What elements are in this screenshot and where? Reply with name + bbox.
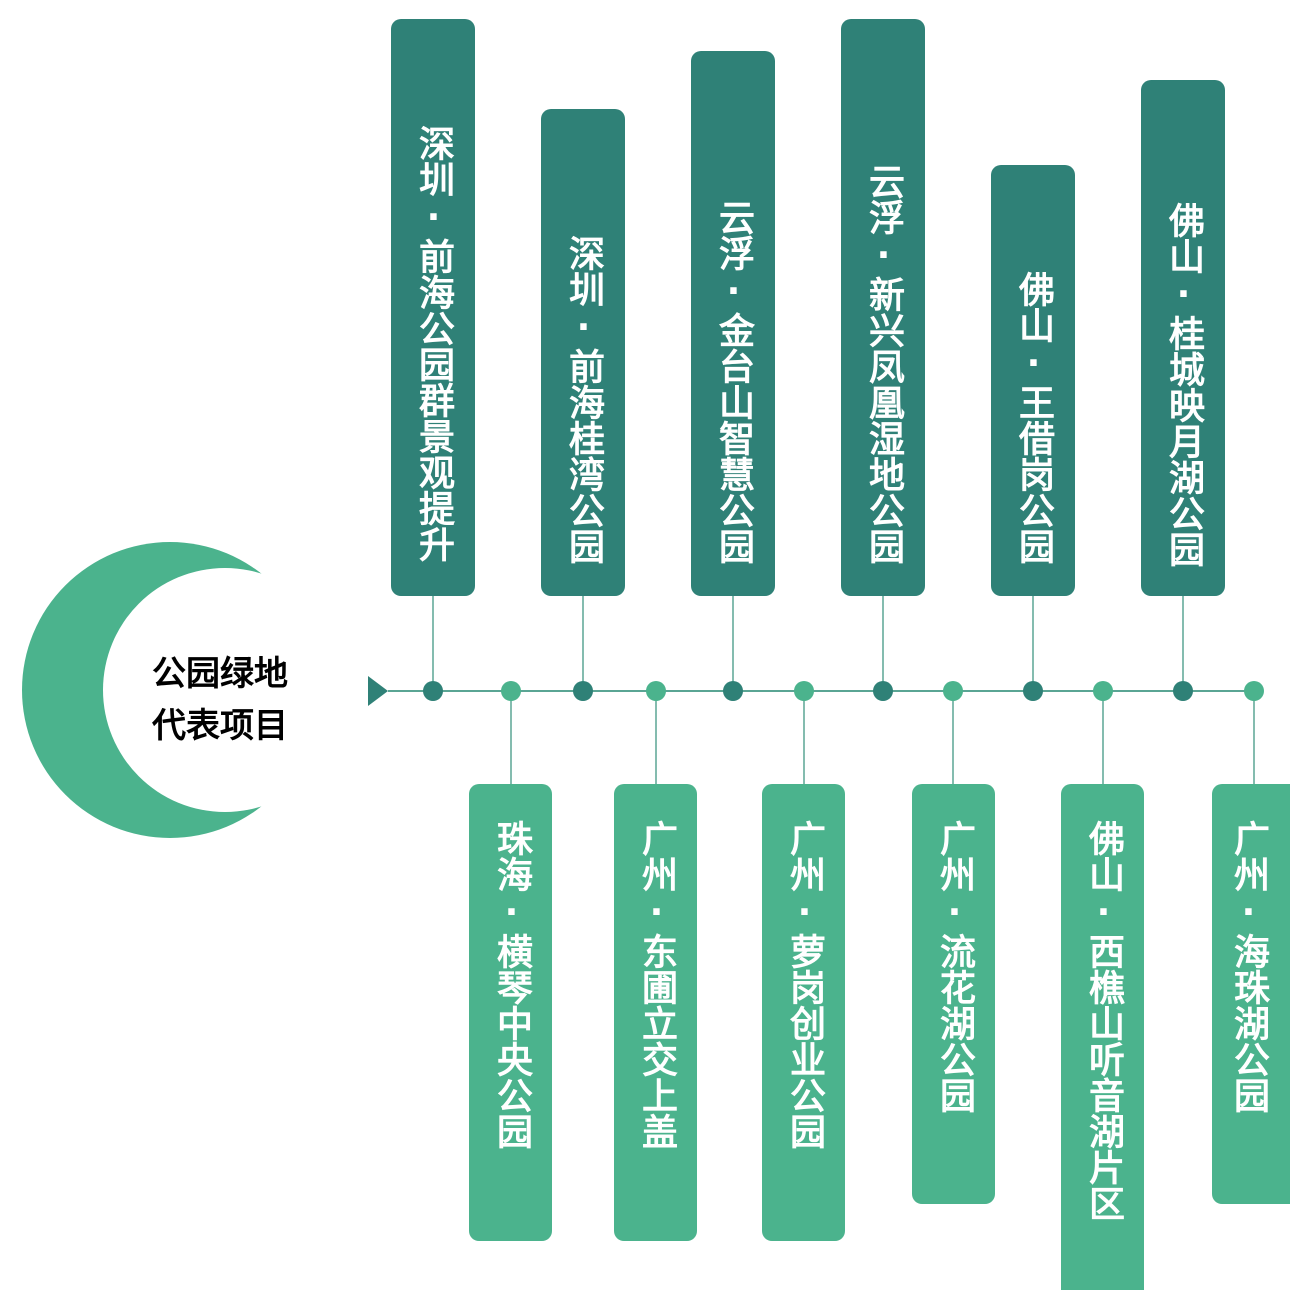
- center-title-line2: 代表项目: [152, 706, 288, 746]
- center-title: 公园绿地 代表项目: [120, 648, 320, 752]
- project-card-bottom-4: 广州·流花湖公园: [912, 784, 995, 1204]
- project-card-bottom-5: 佛山·西樵山听音湖片区: [1061, 784, 1144, 1290]
- project-label: 广州·流花湖公园: [934, 820, 975, 1113]
- dot-top-4: [873, 681, 893, 701]
- dot-bottom-4: [943, 681, 963, 701]
- project-label: 珠海·横琴中央公园: [491, 820, 532, 1149]
- project-label: 佛山·桂城映月湖公园: [1163, 202, 1204, 567]
- dot-bottom-2: [646, 681, 666, 701]
- dot-top-3: [723, 681, 743, 701]
- dot-bottom-3: [794, 681, 814, 701]
- dot-top-2: [573, 681, 593, 701]
- project-card-bottom-2: 广州·东圃立交上盖: [614, 784, 697, 1241]
- project-card-bottom-3: 广州·萝岗创业公园: [762, 784, 845, 1241]
- project-label: 佛山·西樵山听音湖片区: [1083, 820, 1124, 1221]
- crescent-shape: [22, 542, 318, 838]
- dot-top-1: [423, 681, 443, 701]
- project-label: 佛山·王借岗公园: [1013, 271, 1054, 564]
- project-label: 广州·海珠湖公园: [1228, 820, 1269, 1113]
- project-card-top-3: 云浮·金台山智慧公园: [691, 51, 775, 596]
- project-card-top-2: 深圳·前海桂湾公园: [541, 109, 625, 596]
- project-label: 深圳·前海公园群景观提升: [413, 125, 454, 562]
- dot-bottom-5: [1093, 681, 1113, 701]
- project-card-top-6: 佛山·桂城映月湖公园: [1141, 80, 1225, 596]
- project-card-bottom-6: 广州·海珠湖公园: [1212, 784, 1290, 1204]
- dot-bottom-6: [1244, 681, 1264, 701]
- project-card-top-5: 佛山·王借岗公园: [991, 165, 1075, 596]
- dot-bottom-1: [501, 681, 521, 701]
- project-label: 云浮·新兴凤凰湿地公园: [863, 163, 904, 564]
- timeline-arrow: [368, 676, 388, 706]
- project-label: 广州·东圃立交上盖: [636, 820, 677, 1149]
- project-label: 云浮·金台山智慧公园: [713, 199, 754, 564]
- project-card-top-4: 云浮·新兴凤凰湿地公园: [841, 19, 925, 596]
- project-card-top-1: 深圳·前海公园群景观提升: [391, 19, 475, 596]
- project-label: 深圳·前海桂湾公园: [563, 235, 604, 564]
- center-title-line1: 公园绿地: [152, 654, 288, 694]
- project-card-bottom-1: 珠海·横琴中央公园: [469, 784, 552, 1241]
- dot-top-6: [1173, 681, 1193, 701]
- dot-top-5: [1023, 681, 1043, 701]
- project-label: 广州·萝岗创业公园: [784, 820, 825, 1149]
